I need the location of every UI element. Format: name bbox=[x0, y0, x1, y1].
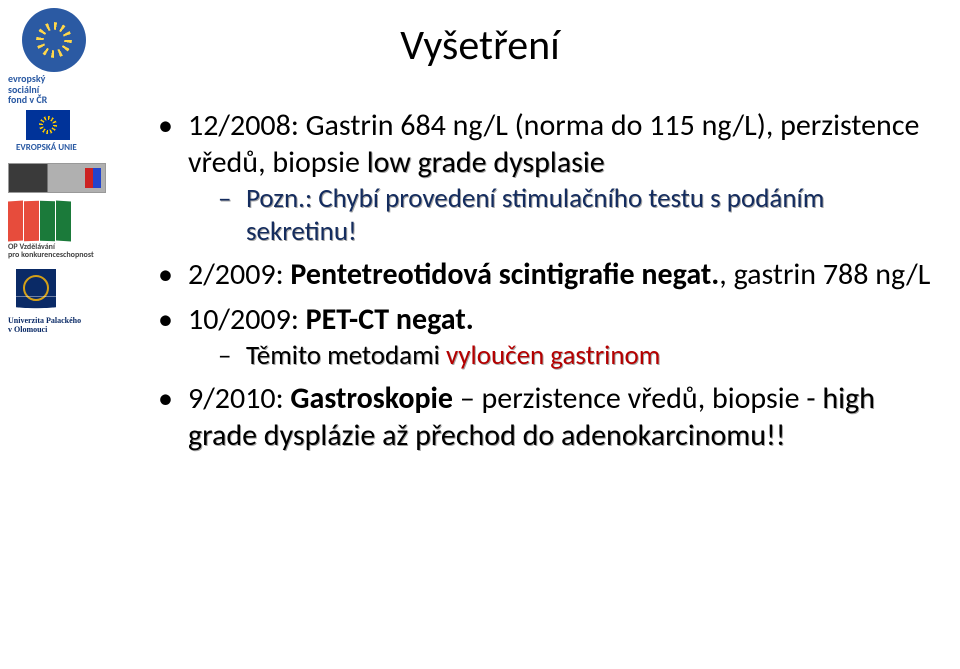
bullet-3-sub-1: Těmito metodami vyloučen gastrinom bbox=[188, 340, 936, 373]
eu-flag-icon bbox=[26, 110, 70, 140]
bullet-2-post: , gastrin 788 ng/L bbox=[719, 256, 930, 293]
bullet-4-pre: 9/2010: bbox=[188, 380, 290, 417]
bullet-1: 12/2008: Gastrin 684 ng/L (norma do 115 … bbox=[158, 108, 936, 249]
bullet-3-sub-1-red: vyloučen gastrinom bbox=[446, 339, 660, 372]
bullet-2: 2/2009: Pentetreotidová scintigrafie neg… bbox=[158, 257, 936, 294]
up-logo: Univerzita Palackého v Olomouci bbox=[8, 269, 148, 334]
bullet-4: 9/2010: Gastroskopie – perzistence vředů… bbox=[158, 381, 936, 454]
bullet-2-b: Pentetreotidová scintigrafie negat. bbox=[290, 256, 719, 293]
bullet-1-em: low grade dysplasie bbox=[367, 144, 605, 181]
up-logo-text: Univerzita Palackého v Olomouci bbox=[8, 317, 81, 334]
bullet-4-post: – perzistence vředů, biopsie - bbox=[453, 380, 822, 417]
logos-column: evropský sociální fond v ČR EVROPSKÁ UNI… bbox=[8, 8, 148, 334]
esf-logo: evropský sociální fond v ČR EVROPSKÁ UNI… bbox=[8, 8, 148, 153]
bullet-list: 12/2008: Gastrin 684 ng/L (norma do 115 … bbox=[158, 108, 936, 454]
esf-icon bbox=[22, 8, 86, 72]
opvk-logo-text: OP Vzdělávání pro konkurenceschopnost bbox=[8, 243, 118, 260]
bullet-4-b: Gastroskopie bbox=[290, 380, 453, 417]
bullet-3-b: PET-CT negat. bbox=[306, 301, 474, 338]
bullet-3: 10/2009: PET-CT negat. Těmito metodami v… bbox=[158, 302, 936, 374]
esf-line3: fond v ČR bbox=[8, 93, 47, 106]
opvk-icon bbox=[8, 201, 72, 241]
bullet-3-pre: 10/2009: bbox=[188, 301, 306, 338]
eu-label: EVROPSKÁ UNIE bbox=[16, 142, 77, 153]
bullet-3-sub-1-pre: Těmito metodami bbox=[246, 339, 446, 372]
msmt-logo bbox=[8, 163, 106, 193]
slide: Vyšetření evropský sociální fond v ČR EV… bbox=[0, 0, 960, 669]
opvk-logo: OP Vzdělávání pro konkurenceschopnost bbox=[8, 201, 118, 260]
content: 12/2008: Gastrin 684 ng/L (norma do 115 … bbox=[158, 108, 936, 462]
opvk-line2: pro konkurenceschopnost bbox=[8, 250, 94, 260]
up-line2: v Olomouci bbox=[8, 325, 47, 334]
up-crest-icon bbox=[16, 269, 56, 315]
bullet-1-sub-1: Pozn.: Chybí provedení stimulačního test… bbox=[188, 183, 936, 249]
esf-logo-text: evropský sociální fond v ČR bbox=[8, 74, 47, 106]
bullet-2-pre: 2/2009: bbox=[188, 256, 290, 293]
